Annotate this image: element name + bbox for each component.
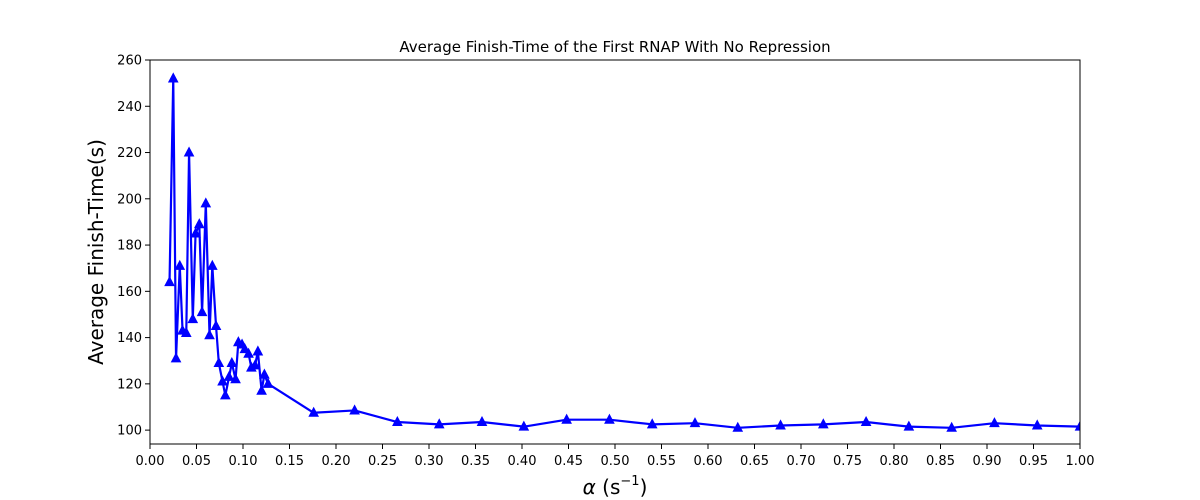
- data-point-marker: [213, 356, 225, 368]
- data-point-marker: [1031, 419, 1043, 430]
- data-point-marker: [180, 326, 192, 337]
- series-group: [164, 72, 1080, 432]
- y-tick-label: 240: [117, 100, 142, 115]
- x-tick-label: 0.65: [740, 454, 769, 469]
- y-tick-label: 200: [117, 192, 142, 207]
- data-point-marker: [518, 420, 530, 431]
- x-tick-label: 0.60: [694, 454, 723, 469]
- data-point-marker: [646, 418, 658, 429]
- data-point-marker: [196, 306, 208, 317]
- data-point-marker: [170, 352, 182, 363]
- data-point-marker: [476, 415, 488, 427]
- data-point-marker: [219, 389, 231, 400]
- data-point-marker: [167, 72, 179, 83]
- data-point-marker: [249, 359, 261, 370]
- x-tick-label: 0.30: [415, 454, 444, 469]
- x-tick-label: 0.10: [229, 454, 258, 469]
- y-tick-label: 180: [117, 239, 142, 254]
- x-tick-label: 0.40: [508, 454, 537, 469]
- data-point-marker: [223, 370, 235, 381]
- x-tick-label: 0.20: [322, 454, 351, 469]
- x-tick-label: 0.05: [182, 454, 211, 469]
- data-point-marker: [187, 313, 199, 324]
- y-tick-label: 100: [117, 424, 142, 439]
- x-tick-label: 0.55: [647, 454, 676, 469]
- data-point-marker: [433, 418, 445, 429]
- data-point-marker: [561, 413, 572, 424]
- x-axis-ticks: 0.00 0.05 0.10 0.15 0.20 0.25 0.30 0.35 0.40 0.45…: [136, 444, 1095, 469]
- data-point-marker: [206, 259, 218, 270]
- x-tick-label: 0.70: [787, 454, 816, 469]
- x-tick-label: 0.35: [461, 454, 490, 469]
- data-point-marker: [210, 319, 222, 331]
- x-axis-label-unit: s: [610, 475, 620, 499]
- plot-frame: [149, 59, 1081, 445]
- data-point-marker: [226, 356, 238, 368]
- series-line: [168, 77, 1080, 429]
- data-point-marker: [946, 421, 957, 432]
- data-point-marker: [349, 404, 360, 415]
- x-tick-label: 0.50: [601, 454, 630, 469]
- data-point-marker: [732, 421, 744, 432]
- plot-area: [164, 72, 1080, 432]
- data-point-marker: [392, 415, 403, 427]
- data-point-marker: [1074, 420, 1080, 431]
- x-tick-label: 0.80: [880, 454, 909, 469]
- data-point-marker: [259, 368, 270, 379]
- data-point-marker: [183, 146, 195, 157]
- data-point-marker: [308, 406, 320, 417]
- data-point-marker: [903, 420, 915, 431]
- x-tick-label: 0.95: [1019, 454, 1048, 469]
- data-point-marker: [174, 259, 186, 270]
- data-point-marker: [817, 418, 829, 429]
- x-tick-label: 0.45: [554, 454, 583, 469]
- x-tick-label: 0.75: [833, 454, 862, 469]
- data-point-marker: [204, 329, 215, 340]
- data-point-marker: [775, 419, 786, 430]
- x-tick-label: 1.00: [1066, 454, 1095, 469]
- y-tick-label: 220: [117, 146, 142, 161]
- data-point-marker: [230, 373, 241, 384]
- data-point-marker: [860, 415, 872, 427]
- data-point-marker: [243, 347, 254, 358]
- y-axis-ticks: 100 120 140 160 180 200 220 240 260: [117, 54, 150, 439]
- x-tick-label: 0.15: [275, 454, 304, 469]
- y-tick-label: 160: [117, 285, 142, 300]
- data-point-marker: [164, 276, 175, 287]
- data-point-marker: [193, 218, 205, 229]
- data-point-marker: [252, 345, 264, 356]
- y-tick-label: 120: [117, 377, 142, 392]
- x-axis-label-symbol: α: [583, 475, 596, 499]
- data-point-marker: [689, 417, 701, 428]
- y-tick-label: 140: [117, 331, 142, 346]
- x-tick-label: 0.90: [973, 454, 1002, 469]
- data-point-marker: [989, 417, 1000, 428]
- y-axis-label: Average Finish-Time(s): [84, 139, 108, 365]
- x-tick-label: 0.00: [136, 454, 165, 469]
- data-point-marker: [262, 377, 274, 388]
- data-point-marker: [256, 384, 267, 395]
- data-point-marker: [190, 227, 201, 238]
- data-point-marker: [604, 413, 615, 424]
- x-axis-label-exponent: −1: [620, 474, 639, 489]
- y-tick-label: 260: [117, 54, 142, 69]
- chart-title: Average Finish-Time of the First RNAP Wi…: [399, 38, 830, 56]
- x-axis-label: α (s−1): [583, 474, 648, 499]
- x-tick-label: 0.25: [368, 454, 397, 469]
- x-tick-label: 0.85: [926, 454, 955, 469]
- data-point-marker: [200, 197, 212, 208]
